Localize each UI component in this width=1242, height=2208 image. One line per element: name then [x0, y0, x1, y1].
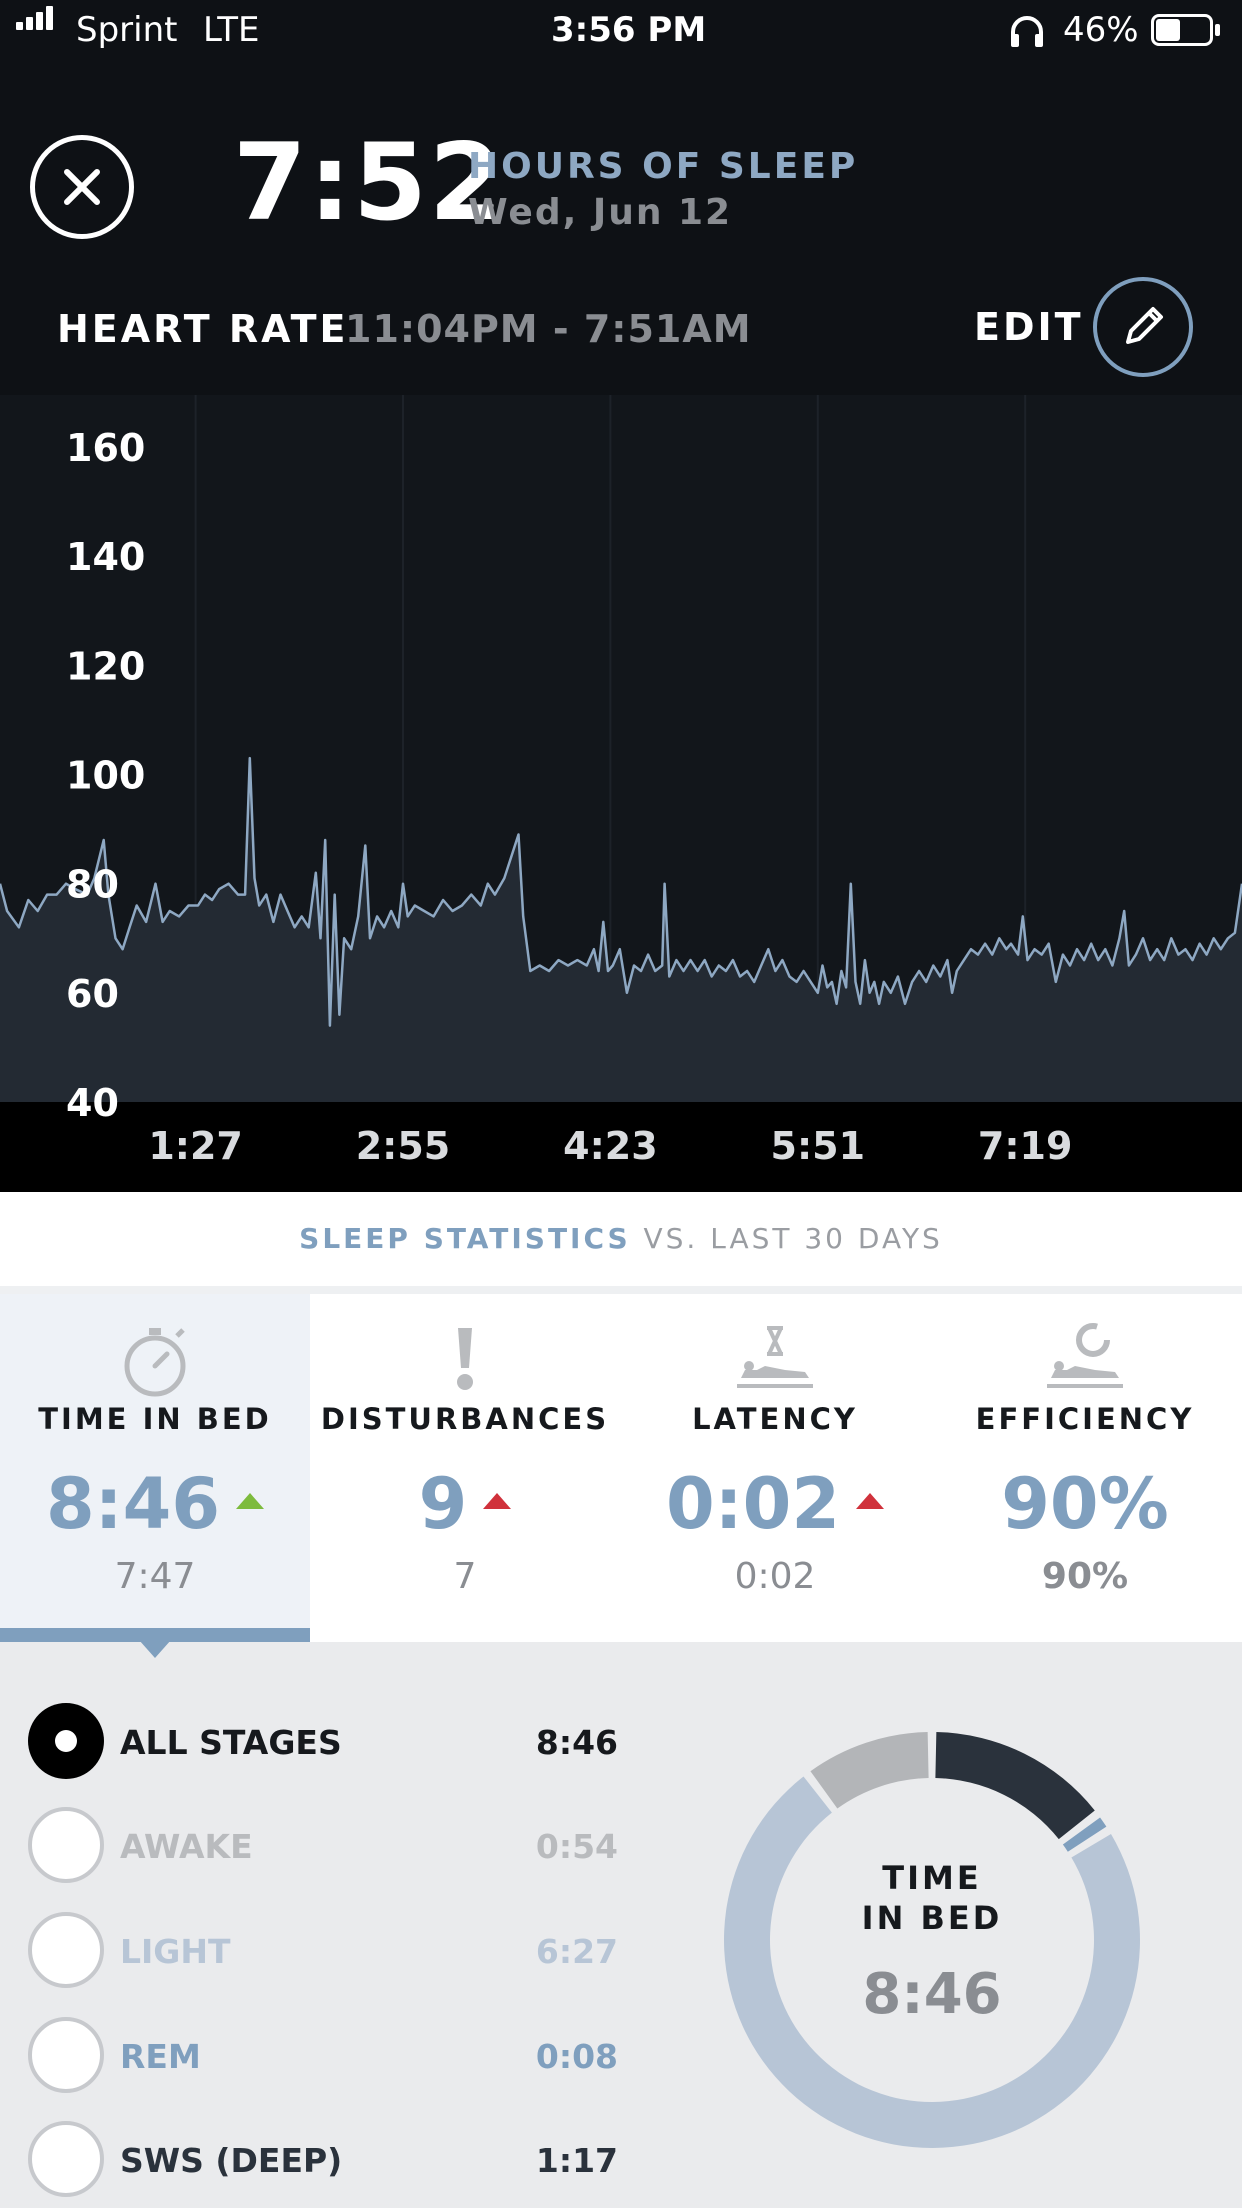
tile-previous: 90% — [1041, 1556, 1129, 1597]
radio-unselected[interactable] — [28, 2121, 104, 2197]
donut-label-line1: TIME — [882, 1859, 982, 1897]
tile-label: LATENCY — [692, 1402, 858, 1436]
x-axis-band — [0, 1102, 1242, 1192]
stage-name: AWAKE — [120, 1827, 253, 1866]
stage-duration: 8:46 — [535, 1723, 618, 1762]
tile-label: TIME IN BED — [38, 1402, 272, 1436]
y-tick-label: 80 — [66, 863, 119, 907]
y-tick-label: 40 — [66, 1081, 119, 1125]
donut-value: 8:46 — [862, 1962, 1002, 2027]
close-button[interactable] — [30, 135, 134, 239]
stats-title: SLEEP STATISTICS — [299, 1222, 631, 1255]
heart-rate-chart: 160 140 120 100 80 60 40 1:27 2:55 4:23 5:51 7:19 — [0, 395, 1242, 1192]
x-tick-label: 2:55 — [356, 1124, 451, 1168]
heart-rate-area — [0, 758, 1242, 1102]
tile-label: EFFICIENCY — [975, 1402, 1195, 1436]
y-tick-label: 60 — [66, 972, 119, 1016]
y-tick-label: 160 — [66, 426, 145, 470]
stage-duration: 0:08 — [535, 2037, 618, 2076]
pencil-icon — [1126, 307, 1163, 344]
edit-button[interactable] — [1093, 277, 1193, 377]
stage-name: LIGHT — [120, 1932, 231, 1971]
radio-unselected[interactable] — [28, 1807, 104, 1883]
x-tick-label: 4:23 — [563, 1124, 658, 1168]
close-icon — [64, 169, 100, 205]
x-tick-label: 7:19 — [978, 1124, 1073, 1168]
hours-of-sleep-label: HOURS OF SLEEP — [468, 146, 859, 187]
tile-label: DISTURBANCES — [320, 1402, 610, 1436]
trend-up-icon — [856, 1492, 885, 1509]
sleep-statistics-header: SLEEP STATISTICS VS. LAST 30 DAYS — [0, 1192, 1242, 1286]
y-tick-label: 100 — [66, 754, 145, 798]
donut-segment — [1062, 1817, 1107, 1852]
stage-all-stages[interactable]: ALL STAGES 8:46 — [28, 1703, 618, 1783]
donut-segment — [935, 1732, 1095, 1840]
trend-up-icon — [483, 1492, 512, 1509]
clock: 3:56 PM — [551, 10, 707, 50]
stage-name: REM — [120, 2037, 201, 2076]
status-bar: Sprint LTE 3:56 PM 46% — [0, 0, 1242, 64]
carrier-label: Sprint — [76, 10, 178, 50]
x-tick-label: 5:51 — [771, 1124, 866, 1168]
heart-rate-time-range: 11:04PM - 7:51AM — [345, 307, 752, 351]
tile-previous: 7 — [453, 1556, 477, 1597]
hourglass-bed-icon — [737, 1326, 813, 1388]
x-tick-label: 1:27 — [148, 1124, 243, 1168]
tile-value: 9 — [310, 1469, 620, 1539]
donut-label: TIME IN BED — [712, 1858, 1152, 1938]
stage-duration: 6:27 — [535, 1932, 618, 1971]
tile-value: 8:46 — [0, 1469, 310, 1539]
donut-segment — [810, 1732, 929, 1809]
heart-rate-line — [0, 756, 1242, 1027]
sleep-hours-value: 7:52 — [233, 121, 505, 244]
radio-unselected[interactable] — [28, 1912, 104, 1988]
stage-duration: 0:54 — [535, 1827, 618, 1866]
sleep-date: Wed, Jun 12 — [468, 192, 733, 233]
tile-latency[interactable]: LATENCY 0:02 0:02 — [620, 1294, 930, 1642]
selected-tile-notch — [139, 1640, 171, 1658]
battery-percent: 46% — [1063, 10, 1139, 50]
stage-light[interactable]: LIGHT 6:27 — [28, 1912, 618, 1992]
ring-bed-icon — [1047, 1323, 1123, 1388]
network-label: LTE — [203, 10, 260, 50]
radio-selected[interactable] — [28, 1703, 104, 1779]
heart-rate-title: HEART RATE — [57, 307, 349, 351]
stage-name: SWS (DEEP) — [120, 2141, 343, 2180]
headphones-icon — [1011, 16, 1043, 47]
battery-icon — [1151, 14, 1221, 48]
tile-disturbances[interactable]: DISTURBANCES 9 7 — [310, 1294, 620, 1642]
selected-tile-indicator — [0, 1628, 310, 1642]
tile-value: 90% — [1001, 1463, 1169, 1545]
divider — [0, 1286, 1242, 1294]
y-tick-label: 120 — [66, 644, 145, 688]
signal-icon — [16, 6, 64, 50]
stage-rem[interactable]: REM 0:08 — [28, 2017, 618, 2097]
stage-sws-deep[interactable]: SWS (DEEP) 1:17 — [28, 2121, 618, 2201]
tile-previous: 7:47 — [114, 1556, 196, 1597]
radio-unselected[interactable] — [28, 2017, 104, 2093]
y-tick-label: 140 — [66, 535, 145, 579]
tile-efficiency[interactable]: EFFICIENCY 90% 90% — [930, 1294, 1240, 1642]
trend-up-icon — [236, 1492, 265, 1509]
stage-duration: 1:17 — [535, 2141, 618, 2180]
tile-time-in-bed[interactable]: TIME IN BED 8:46 7:47 — [0, 1294, 310, 1642]
exclamation-icon — [457, 1328, 473, 1390]
tile-value: 0:02 — [620, 1469, 930, 1539]
stats-tiles: TIME IN BED 8:46 7:47 DISTURBANCES 9 7 L… — [0, 1294, 1242, 1642]
donut-label-line2: IN BED — [861, 1899, 1003, 1937]
stats-subtitle: VS. LAST 30 DAYS — [643, 1222, 943, 1255]
stopwatch-icon — [124, 1328, 186, 1397]
time-in-bed-donut — [724, 1732, 1140, 2148]
stage-awake[interactable]: AWAKE 0:54 — [28, 1807, 618, 1887]
tile-previous: 0:02 — [734, 1556, 816, 1597]
stage-name: ALL STAGES — [120, 1723, 342, 1762]
edit-label[interactable]: EDIT — [974, 305, 1084, 349]
